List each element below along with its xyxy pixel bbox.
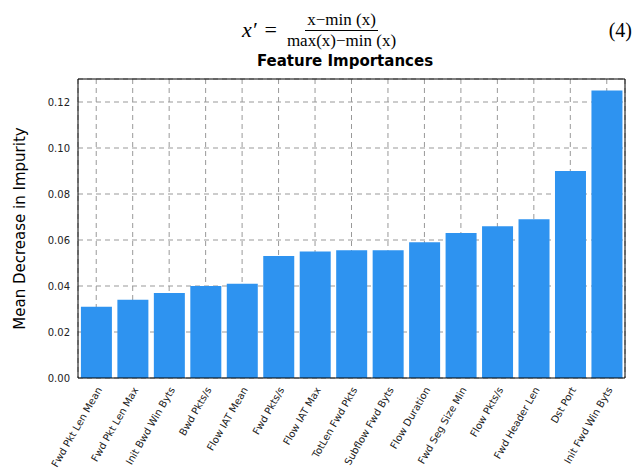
html-text:x−min (x): x−min (x) [307,9,376,29]
svg-text:Subflow Fwd Byts: Subflow Fwd Byts [342,385,396,467]
html-text:x′ =: x′ = [241,17,277,42]
svg-text:Fwd Header Len: Fwd Header Len [492,385,542,461]
svg-text:Fwd Pkt Len Max: Fwd Pkt Len Max [89,385,141,464]
svg-text:Flow Duration: Flow Duration [388,385,432,451]
svg-text:Bwd Pkts/s: Bwd Pkts/s [177,385,214,437]
svg-text:Init Fwd Win Byts: Init Fwd Win Byts [562,385,615,465]
svg-text:Fwd Pkts/s: Fwd Pkts/s [250,385,286,436]
svg-text:0.00: 0.00 [48,373,70,384]
svg-text:0.08: 0.08 [48,189,70,200]
svg-text:0.12: 0.12 [48,97,70,108]
svg-text:Mean Decrease in Impurity: Mean Decrease in Impurity [11,127,29,329]
svg-text:Init Bwd Win Byts: Init Bwd Win Byts [124,385,177,466]
svg-text:Fwd Seg Size Min: Fwd Seg Size Min [416,385,469,466]
svg-text:Dst Port: Dst Port [549,385,578,425]
html-text:(4): (4) [608,18,632,41]
svg-text:0.04: 0.04 [48,281,70,292]
svg-text:Flow IAT Mean: Flow IAT Mean [205,385,250,452]
html-text:Feature Importances: Feature Importances [256,52,434,70]
html-text:max(x)−min (x): max(x)−min (x) [286,30,397,50]
svg-text:Flow IAT Max: Flow IAT Max [281,385,323,447]
svg-text:TotLen Fwd Pkts: TotLen Fwd Pkts [309,385,360,460]
svg-text:Flow Pkts/s: Flow Pkts/s [468,385,505,439]
svg-text:Fwd Pkt Len Mean: Fwd Pkt Len Mean [49,385,105,470]
svg-text:0.10: 0.10 [48,143,70,154]
svg-text:0.06: 0.06 [48,235,70,246]
svg-text:0.02: 0.02 [48,327,70,338]
